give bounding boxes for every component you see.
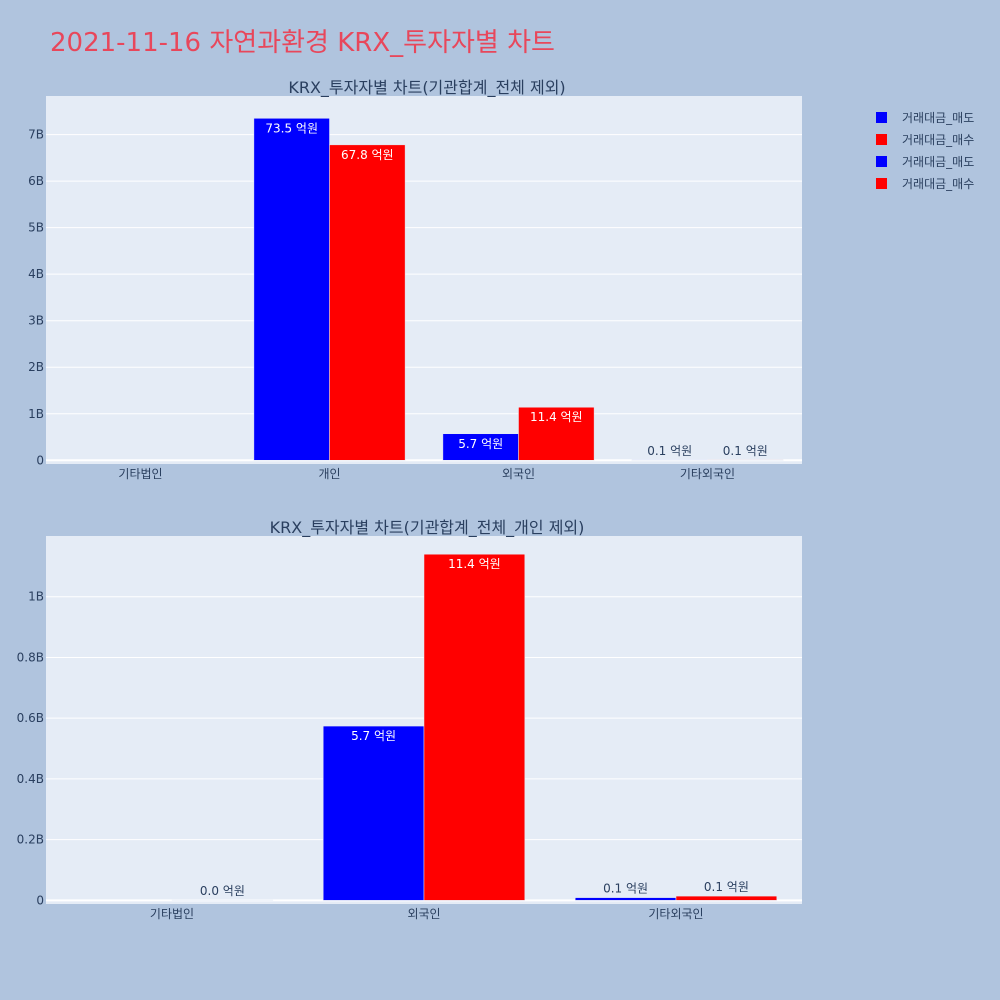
- data-label: 73.5 억원: [265, 121, 318, 135]
- bar: [518, 406, 595, 461]
- data-label: 11.4 억원: [448, 557, 501, 571]
- y-tick-label: 0: [36, 893, 44, 907]
- legend-swatch: [876, 111, 887, 123]
- bar: [442, 433, 519, 461]
- x-tick-label: 기타외국인: [648, 907, 703, 921]
- data-label: 5.7 억원: [458, 437, 503, 451]
- x-tick-label: 기타법인: [150, 907, 194, 921]
- data-label: 0.1 억원: [603, 882, 648, 896]
- x-tick-label: 기타법인: [118, 467, 162, 481]
- legend-label: 거래대금_매도: [902, 154, 975, 169]
- y-tick-label: 2B: [28, 360, 44, 374]
- y-tick-label: 5B: [28, 221, 44, 235]
- y-tick-label: 0.2B: [17, 833, 44, 847]
- data-label: 0.1 억원: [704, 880, 749, 894]
- bar: [253, 118, 330, 461]
- y-tick-label: 1B: [28, 590, 44, 604]
- bar: [574, 897, 677, 901]
- y-tick-label: 4B: [28, 267, 44, 281]
- legend-swatch: [876, 155, 887, 167]
- y-tick-label: 0.6B: [17, 711, 44, 725]
- data-label: 0.1 억원: [723, 444, 768, 458]
- legend[interactable]: 거래대금_매도 거래대금_매수 거래대금_매도 거래대금_매수: [876, 106, 974, 194]
- legend-label: 거래대금_매수: [902, 176, 975, 191]
- bar: [322, 725, 425, 901]
- legend-label: 거래대금_매수: [902, 132, 975, 147]
- data-label: 0.1 억원: [647, 444, 692, 458]
- x-tick-label: 외국인: [502, 467, 535, 481]
- main-title: 2021-11-16 자연과환경 KRX_투자자별 차트: [50, 28, 555, 58]
- y-tick-label: 3B: [28, 314, 44, 328]
- legend-item[interactable]: 거래대금_매도: [876, 150, 974, 172]
- y-tick-label: 1B: [28, 407, 44, 421]
- y-tick-label: 6B: [28, 174, 44, 188]
- y-tick-label: 0: [36, 453, 44, 467]
- plot-area: [46, 96, 802, 464]
- legend-swatch: [876, 177, 887, 189]
- data-label: 11.4 억원: [530, 410, 583, 424]
- x-tick-label: 기타외국인: [680, 467, 735, 481]
- data-label: 67.8 억원: [341, 148, 394, 162]
- chart-title: KRX_투자자별 차트(기관합계_전체 제외): [288, 78, 565, 98]
- y-tick-label: 0.8B: [17, 650, 44, 664]
- x-tick-label: 외국인: [407, 907, 440, 921]
- chart-title: KRX_투자자별 차트(기관합계_전체_개인 제외): [270, 518, 585, 538]
- y-tick-label: 0.4B: [17, 772, 44, 786]
- legend-label: 거래대금_매도: [902, 110, 975, 125]
- legend-item[interactable]: 거래대금_매수: [876, 128, 974, 150]
- legend-item[interactable]: 거래대금_매수: [876, 172, 974, 194]
- legend-swatch: [876, 133, 887, 145]
- data-label: 5.7 억원: [351, 729, 396, 743]
- legend-item[interactable]: 거래대금_매도: [876, 106, 974, 128]
- data-label: 0.0 억원: [200, 884, 245, 898]
- x-tick-label: 개인: [318, 467, 340, 481]
- bar: [423, 553, 526, 901]
- bar: [675, 895, 778, 901]
- bar: [329, 144, 406, 461]
- y-tick-label: 7B: [28, 128, 44, 142]
